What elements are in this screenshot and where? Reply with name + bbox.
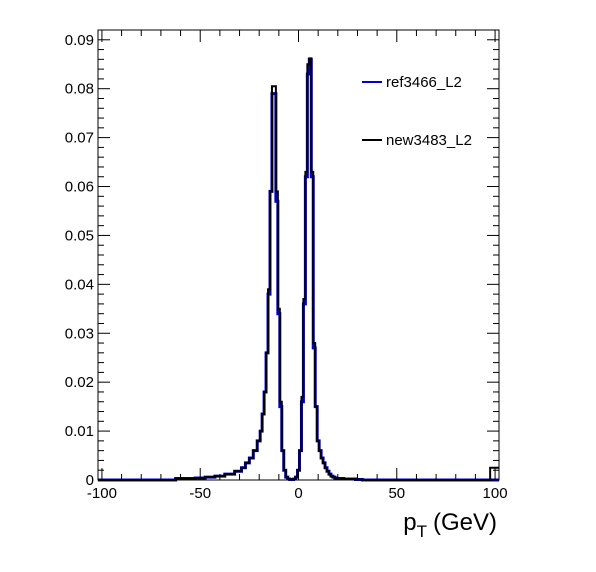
legend-label-ref3466_L2: ref3466_L2: [386, 74, 462, 91]
x-tick-label: 100: [483, 485, 508, 502]
x-axis-title-subscript: T: [417, 522, 427, 541]
series-line-new3483_L2: [98, 57, 499, 481]
y-tick-label: 0.05: [65, 227, 94, 244]
y-tick-label: 0.01: [65, 423, 94, 440]
x-tick-label: -100: [87, 485, 117, 502]
y-tick-label: 0.02: [65, 374, 94, 391]
y-tick-label: 0.08: [65, 81, 94, 98]
y-tick-label: 0.07: [65, 130, 94, 147]
y-tick-label: 0.03: [65, 325, 94, 342]
legend-label-new3483_L2: new3483_L2: [386, 132, 472, 149]
y-tick-label: 0: [86, 472, 94, 489]
x-axis-title-symbol: p: [403, 509, 416, 536]
x-tick-label: 50: [388, 485, 405, 502]
series-layer: [98, 57, 499, 482]
tick-labels-layer: 0 0.01 0.02 0.03 0.04 0.05 0.06 0.07 0.08 0.09 -10…: [65, 32, 508, 502]
x-tick-label: 0: [294, 485, 302, 502]
x-axis-title-unit: (GeV): [433, 509, 497, 536]
y-tick-label: 0.06: [65, 179, 94, 196]
x-axis-title: pT (GeV): [403, 509, 497, 541]
x-tick-label: -50: [189, 485, 211, 502]
ticks-layer: [98, 29, 499, 481]
legend: ref3466_L2 new3483_L2: [362, 74, 472, 149]
y-tick-label: 0.09: [65, 32, 94, 49]
y-tick-label: 0.04: [65, 276, 94, 293]
